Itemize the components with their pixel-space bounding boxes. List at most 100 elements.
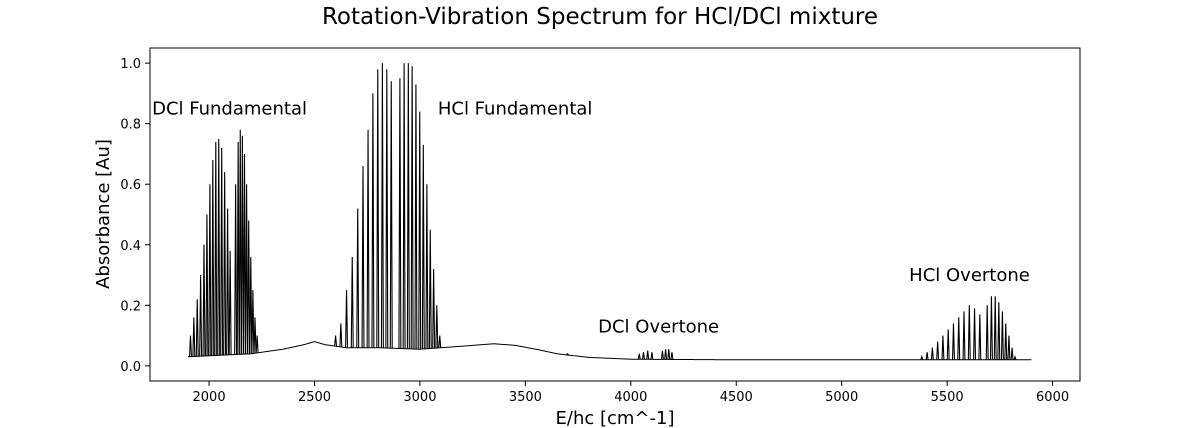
absorption-line bbox=[637, 353, 641, 360]
absorption-line bbox=[967, 305, 971, 360]
absorption-line bbox=[402, 63, 406, 349]
absorption-line bbox=[930, 347, 934, 360]
absorption-line bbox=[255, 335, 259, 353]
plot-frame bbox=[149, 47, 1081, 382]
y-tick-label: 0.0 bbox=[120, 360, 141, 375]
absorption-line bbox=[566, 352, 569, 356]
x-tick-label: 5000 bbox=[825, 390, 858, 405]
absorption-line bbox=[202, 244, 206, 357]
absorption-line bbox=[192, 317, 196, 357]
absorption-line bbox=[936, 341, 940, 360]
y-tick-label: 0.4 bbox=[120, 239, 141, 254]
absorption-line bbox=[188, 335, 192, 357]
absorption-line bbox=[253, 317, 257, 354]
annotation-hcl-fundamental: HCl Fundamental bbox=[438, 99, 593, 120]
absorption-line bbox=[236, 141, 240, 355]
band-annotations: DCl Fundamental HCl Fundamental DCl Overto… bbox=[152, 99, 1030, 338]
absorption-line bbox=[228, 250, 232, 355]
absorption-line bbox=[670, 352, 674, 360]
absorption-line bbox=[428, 229, 432, 349]
absorption-line bbox=[1010, 347, 1014, 360]
absorption-line bbox=[925, 352, 929, 360]
absorption-line bbox=[251, 290, 255, 354]
absorption-line bbox=[208, 184, 212, 356]
absorption-line bbox=[205, 214, 209, 356]
absorption-line bbox=[345, 290, 349, 348]
absorption-line bbox=[435, 305, 439, 349]
absorption-line bbox=[350, 256, 354, 348]
absorption-line bbox=[371, 93, 375, 348]
absorption-line bbox=[962, 311, 966, 360]
absorption-line bbox=[951, 323, 955, 360]
band-dcl-overtone bbox=[566, 349, 674, 360]
absorption-line bbox=[410, 66, 414, 349]
absorption-line bbox=[199, 275, 203, 357]
absorption-line bbox=[234, 184, 238, 355]
absorption-line bbox=[220, 147, 224, 356]
x-tick-label: 2000 bbox=[193, 390, 226, 405]
absorption-line bbox=[946, 329, 950, 360]
absorption-line bbox=[217, 138, 221, 356]
absorption-line bbox=[240, 135, 244, 355]
absorption-line bbox=[339, 323, 343, 347]
absorption-line bbox=[1004, 323, 1008, 360]
y-tick-label: 0.8 bbox=[120, 118, 141, 133]
absorption-line bbox=[211, 160, 215, 356]
absorption-line bbox=[356, 208, 360, 348]
baseline-trace bbox=[187, 341, 1032, 361]
band-hcl-overtone bbox=[920, 296, 1017, 360]
band-hcl-fundamental bbox=[334, 63, 442, 350]
annotation-dcl-overtone: DCl Overtone bbox=[598, 317, 719, 338]
absorption-line bbox=[667, 349, 671, 360]
absorption-line bbox=[1013, 354, 1017, 360]
absorption-line bbox=[1000, 311, 1004, 360]
absorption-line bbox=[650, 352, 654, 360]
y-tick-label: 0.6 bbox=[120, 178, 141, 193]
absorption-line bbox=[920, 354, 924, 360]
absorption-line bbox=[214, 141, 218, 356]
x-tick-label: 3000 bbox=[403, 390, 436, 405]
y-tick-label: 1.0 bbox=[120, 57, 141, 72]
y-axis: 0.0 0.2 0.4 0.6 0.8 1.0 bbox=[120, 57, 150, 375]
x-tick-label: 6000 bbox=[1036, 390, 1069, 405]
x-tick-label: 2500 bbox=[298, 390, 331, 405]
absorption-line bbox=[997, 302, 1001, 360]
absorption-line bbox=[414, 84, 418, 350]
x-tick-label: 3500 bbox=[509, 390, 542, 405]
absorption-line bbox=[245, 184, 249, 354]
x-tick-label: 5500 bbox=[931, 390, 964, 405]
absorption-line bbox=[660, 350, 664, 360]
absorption-line bbox=[334, 335, 338, 347]
annotation-hcl-overtone: HCl Overtone bbox=[909, 265, 1030, 286]
y-axis-label: Absorbance [Au] bbox=[93, 139, 114, 289]
spectrum-layer bbox=[187, 63, 1032, 361]
absorption-line bbox=[418, 111, 422, 350]
band-dcl-fundamental bbox=[188, 129, 259, 357]
absorption-line bbox=[425, 184, 429, 349]
absorption-line bbox=[941, 335, 945, 360]
absorption-line bbox=[247, 220, 251, 354]
y-tick-label: 0.2 bbox=[120, 299, 141, 314]
absorption-line bbox=[646, 350, 650, 360]
absorption-line bbox=[989, 296, 993, 360]
x-axis: 2000 2500 3000 3500 4000 4500 5000 5500 6000 bbox=[193, 381, 1069, 405]
absorption-line bbox=[432, 268, 436, 349]
absorption-line bbox=[366, 129, 370, 348]
absorption-line bbox=[195, 299, 199, 357]
absorption-line bbox=[376, 69, 380, 348]
absorption-line bbox=[226, 208, 230, 355]
absorption-line bbox=[223, 172, 227, 356]
absorption-line bbox=[985, 305, 989, 360]
chart-title: Rotation-Vibration Spectrum for HCl/DCl … bbox=[322, 4, 878, 30]
absorption-line bbox=[1007, 335, 1011, 360]
x-tick-label: 4500 bbox=[720, 390, 753, 405]
absorption-line bbox=[664, 349, 668, 360]
absorption-line bbox=[249, 256, 253, 354]
absorption-line bbox=[438, 335, 442, 348]
absorption-line bbox=[398, 78, 402, 349]
absorption-line bbox=[385, 69, 389, 349]
absorption-line bbox=[973, 308, 977, 360]
x-tick-label: 4000 bbox=[614, 390, 647, 405]
absorption-line bbox=[389, 81, 393, 349]
absorption-line bbox=[242, 153, 246, 355]
